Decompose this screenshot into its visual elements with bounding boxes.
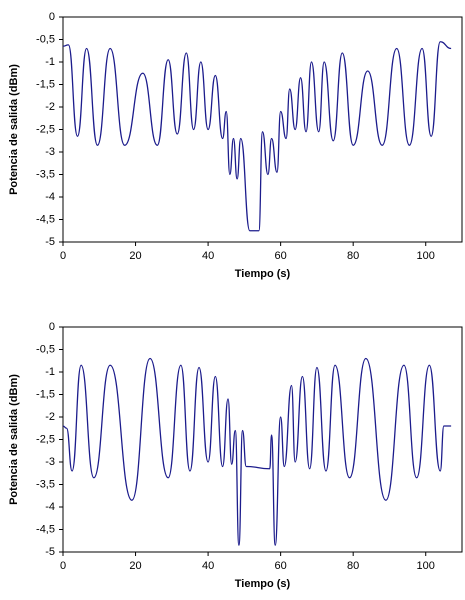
y-tick-label: 0: [49, 11, 55, 23]
y-axis-label: Potencia de salida (dBm): [8, 374, 20, 505]
y-tick-label: -2,5: [36, 433, 55, 445]
y-tick-label: 0: [49, 321, 55, 333]
x-tick-label: 80: [347, 560, 359, 572]
data-line: [62, 41, 452, 232]
x-tick-label: 0: [60, 560, 66, 572]
y-tick-label: -2,5: [36, 123, 55, 135]
y-tick-label: -4: [45, 501, 55, 513]
y-tick-label: -3,5: [36, 478, 55, 490]
x-tick-label: 20: [129, 560, 141, 572]
x-tick-label: 40: [202, 560, 214, 572]
x-tick-label: 100: [417, 560, 435, 572]
x-tick-label: 60: [275, 250, 287, 262]
y-tick-label: -2: [45, 101, 55, 113]
y-tick-label: -4,5: [36, 523, 55, 535]
x-tick-label: 100: [417, 250, 435, 262]
y-tick-label: -4,5: [36, 213, 55, 225]
x-axis-label: Tiempo (s): [235, 268, 291, 280]
x-axis-label: Tiempo (s): [235, 578, 291, 590]
y-tick-label: -0,5: [36, 33, 55, 45]
data-line: [62, 357, 452, 546]
y-tick-label: -1,5: [36, 388, 55, 400]
x-tick-label: 40: [202, 250, 214, 262]
y-tick-label: -1: [45, 366, 55, 378]
y-tick-label: -3: [45, 146, 55, 158]
plot-frame: [62, 16, 463, 243]
x-tick-label: 0: [60, 250, 66, 262]
y-tick-label: -5: [45, 236, 55, 248]
y-tick-label: -1: [45, 56, 55, 68]
x-tick-label: 60: [275, 560, 287, 572]
plot-frame: [62, 326, 463, 553]
y-tick-label: -1,5: [36, 78, 55, 90]
y-tick-label: -2: [45, 411, 55, 423]
y-tick-label: -5: [45, 546, 55, 558]
y-axis-label: Potencia de salida (dBm): [8, 64, 20, 195]
y-tick-label: -3: [45, 456, 55, 468]
y-tick-label: -3,5: [36, 168, 55, 180]
y-tick-label: -4: [45, 191, 55, 203]
x-tick-label: 20: [129, 250, 141, 262]
y-tick-label: -0,5: [36, 343, 55, 355]
x-tick-label: 80: [347, 250, 359, 262]
